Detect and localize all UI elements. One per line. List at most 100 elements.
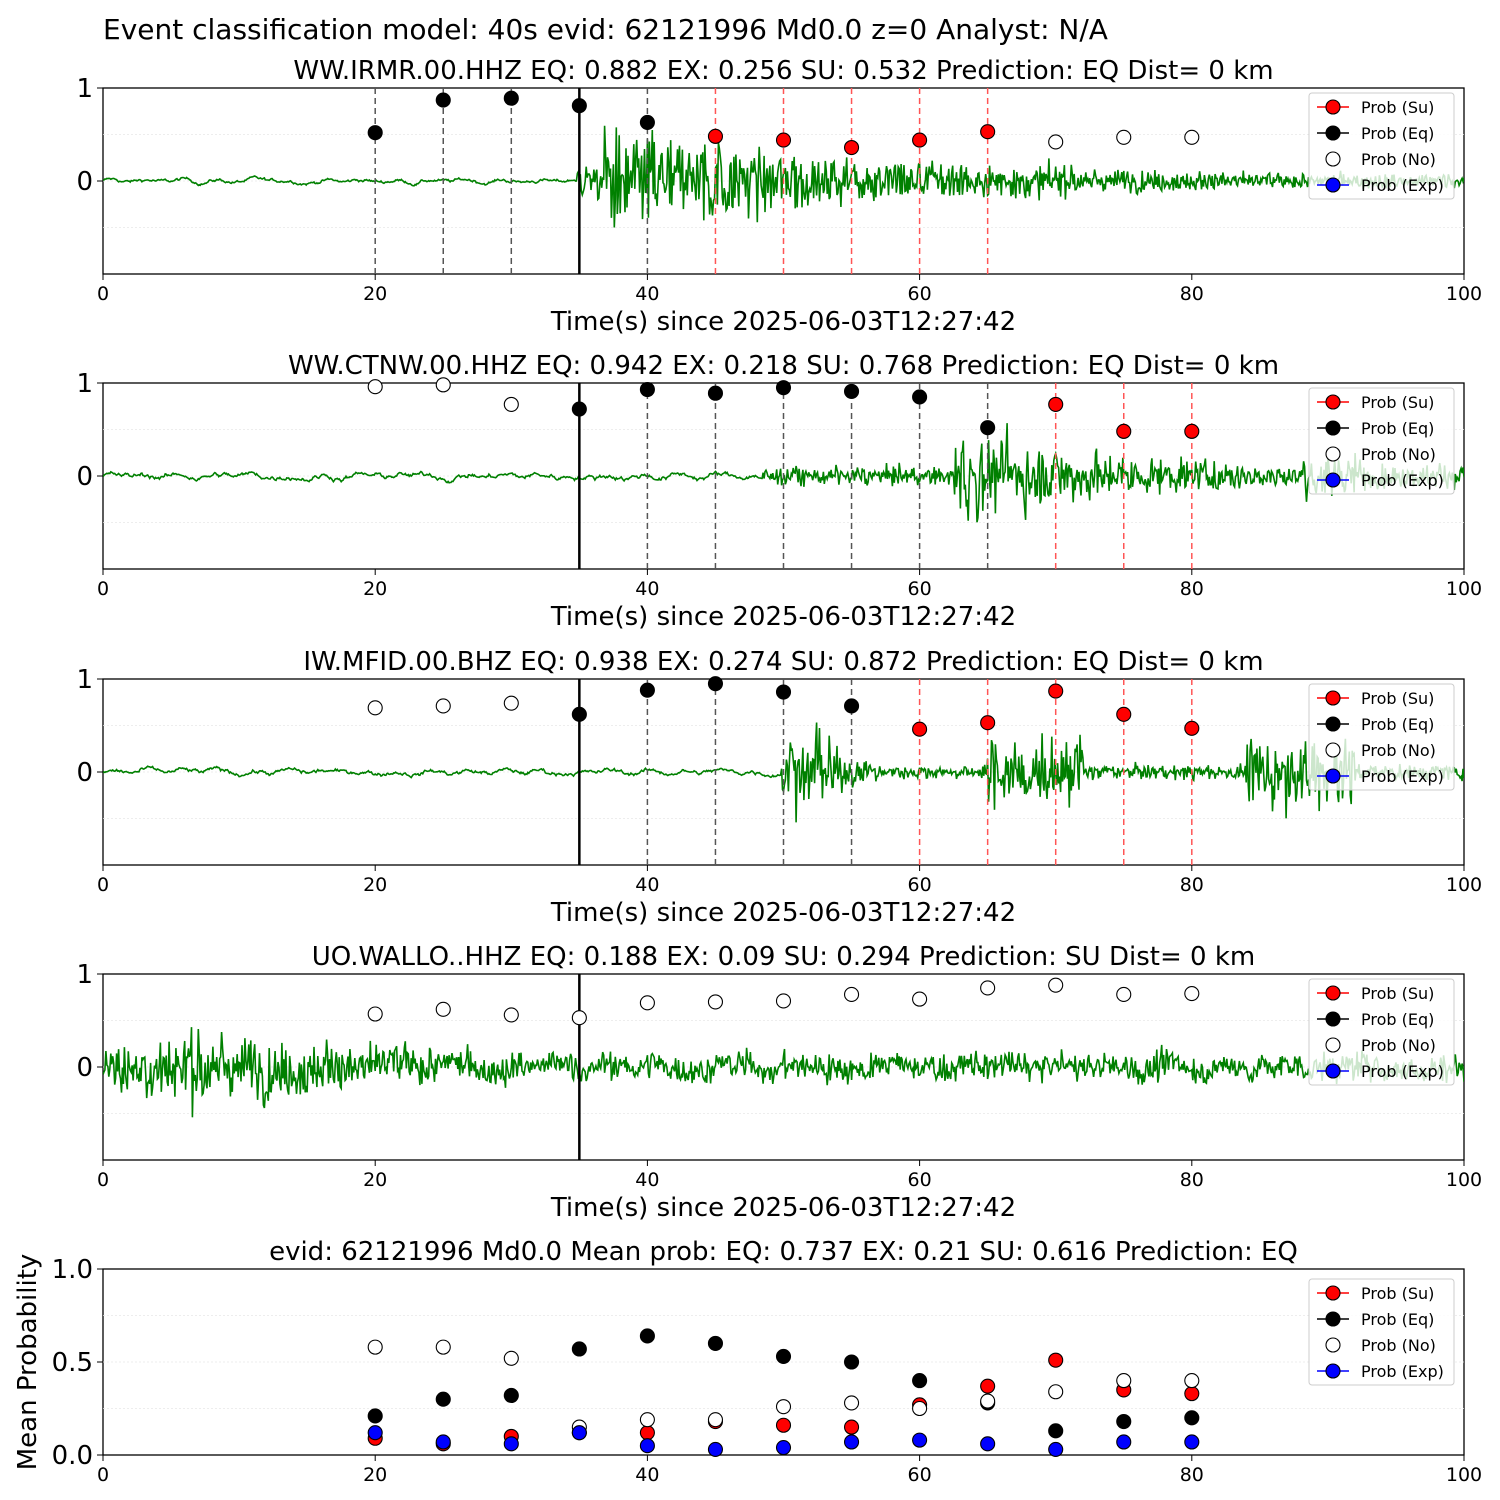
x-axis-label: Time(s) since 2025-06-03T12:27:42: [550, 898, 1016, 928]
y-tick-label: 1: [76, 665, 93, 695]
prob-marker-eq: [571, 98, 587, 114]
x-tick-label: 0: [97, 578, 109, 600]
x-tick-label: 60: [908, 1464, 932, 1486]
prob-marker-eq: [571, 706, 587, 722]
mean-prob-marker-su: [1184, 1386, 1200, 1402]
legend-marker-su: [1325, 1285, 1341, 1301]
x-tick-label: 20: [363, 578, 387, 600]
prob-marker-no: [435, 1001, 451, 1017]
x-tick-label: 100: [1446, 1169, 1482, 1191]
legend-box: [1308, 978, 1455, 1086]
x-tick-label: 60: [908, 1169, 932, 1191]
y-tick-label: 0: [76, 1053, 93, 1083]
x-tick-label: 80: [1180, 578, 1204, 600]
legend-box: [1308, 387, 1455, 495]
mean-prob-marker-exp: [1048, 1441, 1064, 1457]
y-tick-label: 1: [76, 74, 93, 104]
mean-prob-marker-exp: [571, 1425, 587, 1441]
prob-marker-su: [980, 715, 996, 731]
x-tick-label: 0: [97, 283, 109, 305]
x-tick-label: 80: [1180, 283, 1204, 305]
mean-prob-marker-su: [843, 1419, 860, 1435]
panel-3: UO.WALLO..HHZ EQ: 0.188 EX: 0.09 SU: 0.2…: [76, 942, 1482, 1223]
y-tick-label: 0.0: [52, 1441, 93, 1471]
prob-marker-no: [1116, 986, 1132, 1003]
mean-prob-marker-eq: [775, 1348, 792, 1364]
prob-marker-su: [1116, 423, 1132, 439]
legend-label-eq: Prob (Eq): [1361, 715, 1434, 734]
x-tick-label: 40: [635, 1169, 659, 1191]
x-tick-label: 60: [908, 578, 932, 600]
x-tick-label: 100: [1446, 874, 1482, 896]
prob-marker-eq: [639, 114, 655, 130]
x-tick-label: 0: [97, 1169, 109, 1191]
mean-prob-marker-no: [503, 1350, 519, 1366]
prob-marker-su: [1048, 683, 1064, 699]
prob-marker-no: [775, 993, 792, 1009]
legend-marker-eq: [1325, 1011, 1341, 1027]
legend-marker-no: [1325, 151, 1341, 167]
mean-prob-marker-no: [707, 1412, 724, 1428]
prob-marker-no: [912, 991, 928, 1007]
mean-prob-marker-exp: [707, 1441, 724, 1457]
legend-marker-no: [1325, 1337, 1341, 1353]
x-tick-label: 0: [97, 1464, 109, 1486]
prob-marker-su: [1116, 706, 1132, 722]
x-tick-label: 80: [1180, 874, 1204, 896]
prob-marker-no: [1048, 977, 1064, 993]
prob-marker-no: [707, 994, 724, 1010]
panel-title: IW.MFID.00.BHZ EQ: 0.938 EX: 0.274 SU: 0…: [303, 647, 1263, 677]
prob-marker-eq: [912, 389, 928, 405]
prob-marker-eq: [775, 380, 792, 396]
panels: WW.IRMR.00.HHZ EQ: 0.882 EX: 0.256 SU: 0…: [13, 56, 1482, 1486]
prob-marker-eq: [571, 401, 587, 417]
legend-box: [1308, 1278, 1455, 1386]
mean-prob-marker-exp: [435, 1434, 451, 1450]
prob-marker-su: [707, 128, 724, 144]
mean-prob-marker-exp: [367, 1425, 383, 1441]
legend-label-no: Prob (No): [1361, 741, 1436, 760]
prob-marker-eq: [775, 684, 792, 700]
prob-marker-no: [843, 986, 860, 1003]
mean-prob-marker-eq: [367, 1408, 383, 1424]
mean-prob-marker-su: [980, 1378, 996, 1394]
legend-marker-su: [1325, 690, 1341, 706]
prob-marker-no: [1184, 129, 1200, 145]
prob-marker-eq: [980, 420, 996, 436]
mean-prob-marker-exp: [980, 1436, 996, 1452]
legend-marker-exp: [1325, 472, 1341, 488]
x-tick-label: 60: [908, 283, 932, 305]
mean-prob-marker-exp: [775, 1440, 792, 1456]
legend-marker-su: [1325, 394, 1341, 410]
legend-label-exp: Prob (Exp): [1361, 471, 1444, 490]
x-tick-label: 80: [1180, 1169, 1204, 1191]
mean-prob-marker-no: [1184, 1373, 1200, 1389]
panel-title: evid: 62121996 Md0.0 Mean prob: EQ: 0.73…: [269, 1237, 1298, 1267]
x-tick-label: 40: [635, 578, 659, 600]
legend-marker-eq: [1325, 1311, 1341, 1327]
panel-title: WW.CTNW.00.HHZ EQ: 0.942 EX: 0.218 SU: 0…: [288, 351, 1279, 381]
legend-label-su: Prob (Su): [1361, 1284, 1434, 1303]
figure-title: Event classification model: 40s evid: 62…: [103, 13, 1108, 46]
mean-prob-marker-eq: [912, 1373, 928, 1389]
legend-1: Prob (Su) Prob (Eq) Prob (No) Prob (Exp): [1308, 387, 1455, 495]
y-tick-label: 1: [76, 960, 93, 990]
legend-label-exp: Prob (Exp): [1361, 767, 1444, 786]
x-tick-label: 40: [635, 283, 659, 305]
x-tick-label: 40: [635, 1464, 659, 1486]
mean-prob-marker-eq: [571, 1341, 587, 1357]
legend-marker-su: [1325, 99, 1341, 115]
legend-marker-eq: [1325, 420, 1341, 436]
prob-marker-su: [1184, 720, 1200, 736]
mean-prob-marker-eq: [707, 1335, 724, 1351]
panel-title: WW.IRMR.00.HHZ EQ: 0.882 EX: 0.256 SU: 0…: [293, 56, 1273, 86]
x-tick-label: 100: [1446, 283, 1482, 305]
legend-box: [1308, 92, 1455, 200]
legend-marker-exp: [1325, 1363, 1341, 1379]
prob-marker-no: [503, 1007, 519, 1023]
legend-label-su: Prob (Su): [1361, 98, 1434, 117]
x-tick-label: 100: [1446, 1464, 1482, 1486]
mean-prob-marker-no: [912, 1400, 928, 1417]
prob-marker-no: [503, 396, 519, 412]
